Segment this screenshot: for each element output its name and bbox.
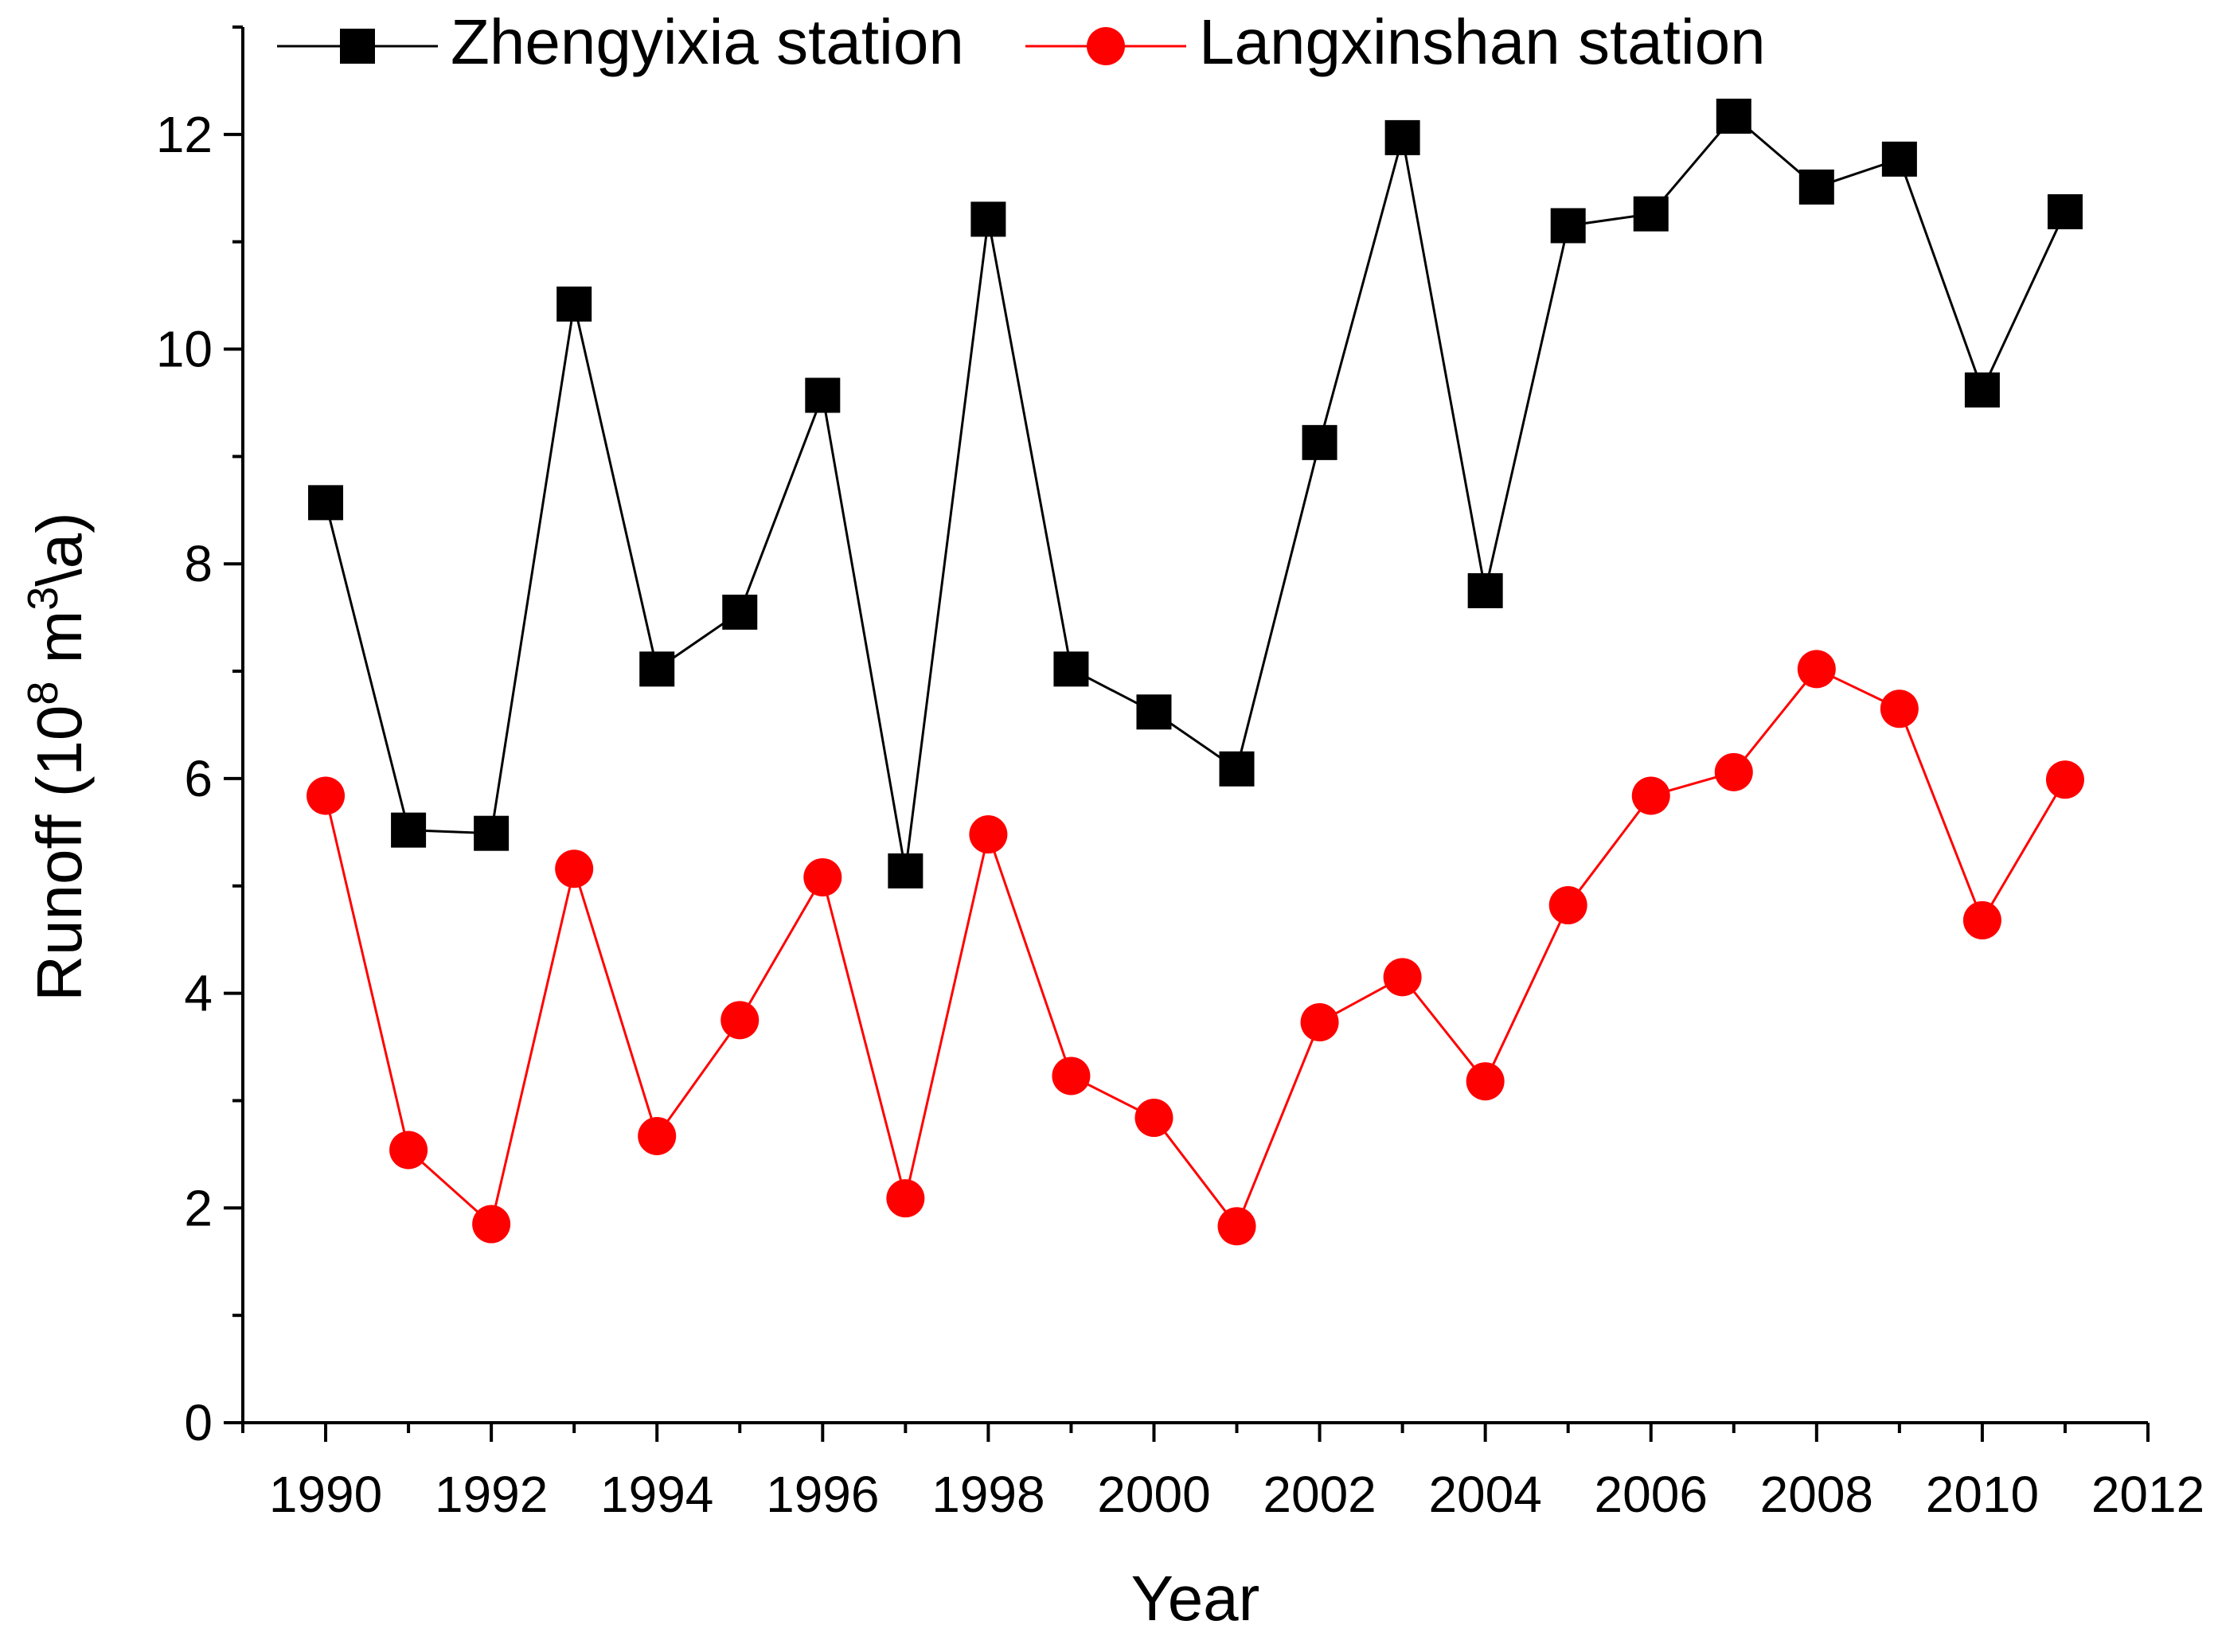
series-markers — [307, 98, 2084, 1246]
legend: Zhengyixia station Langxinshan station — [277, 6, 1766, 77]
data-point-series-1 — [308, 485, 344, 521]
data-point-series-1 — [556, 286, 592, 322]
x-tick-label: 2012 — [2091, 1466, 2204, 1523]
data-point-series-2 — [1466, 1062, 1505, 1101]
y-tick-label: 10 — [156, 321, 213, 378]
data-point-series-2 — [472, 1205, 511, 1244]
data-point-series-2 — [389, 1131, 428, 1170]
data-point-series-1 — [1136, 694, 1172, 730]
x-tick-label: 2000 — [1097, 1466, 1210, 1523]
y-axis-title-exponent-1: 8 — [19, 681, 67, 705]
data-point-series-2 — [1134, 1099, 1173, 1138]
y-axis-title-prefix: Runoff (10 — [24, 705, 95, 1002]
data-point-series-1 — [1467, 572, 1503, 608]
data-point-series-1 — [1302, 424, 1337, 460]
data-point-series-1 — [2047, 193, 2083, 229]
x-tick-label: 1996 — [766, 1466, 879, 1523]
data-point-series-2 — [1383, 958, 1422, 997]
data-point-series-2 — [2045, 760, 2084, 799]
y-tick-label: 0 — [184, 1394, 213, 1451]
data-point-series-2 — [1880, 689, 1919, 728]
data-point-series-1 — [1550, 208, 1586, 244]
data-point-series-1 — [1633, 196, 1669, 232]
x-tick-label: 1994 — [600, 1466, 713, 1523]
data-point-series-1 — [639, 651, 675, 687]
data-point-series-2 — [1548, 886, 1587, 925]
data-point-series-2 — [1962, 900, 2001, 939]
y-axis-title-exponent-2: 3 — [19, 587, 67, 611]
data-point-series-2 — [720, 1001, 760, 1040]
data-point-series-1 — [1881, 141, 1917, 177]
data-point-series-1 — [805, 377, 841, 413]
data-point-series-1 — [474, 815, 510, 851]
y-tick-label: 6 — [184, 750, 213, 807]
series-line-1 — [324, 114, 2067, 872]
data-point-series-2 — [1631, 776, 1670, 815]
data-point-series-1 — [1716, 98, 1751, 134]
data-point-series-2 — [1217, 1207, 1256, 1246]
data-point-series-2 — [1797, 650, 1836, 689]
x-tick-label: 2008 — [1760, 1466, 1873, 1523]
x-tick-label: 2010 — [1926, 1466, 2039, 1523]
y-axis-title: Runoff (108 m3\a) — [19, 512, 95, 1001]
x-tick-label: 2004 — [1428, 1466, 1541, 1523]
x-tick-label: 1998 — [931, 1466, 1045, 1523]
data-point-series-2 — [969, 815, 1008, 854]
series-lines — [324, 114, 2067, 1229]
x-tick-label: 1990 — [269, 1466, 382, 1523]
series-line-2 — [324, 667, 2067, 1229]
data-point-series-2 — [1714, 752, 1753, 791]
y-tick-label: 4 — [184, 965, 213, 1022]
data-point-series-2 — [1300, 1003, 1339, 1042]
legend-label-2: Langxinshan station — [1199, 6, 1766, 77]
legend-marker-2 — [1087, 27, 1125, 65]
axes — [241, 27, 2148, 1424]
data-point-series-1 — [1964, 372, 2000, 408]
data-point-series-1 — [391, 812, 427, 848]
x-axis-title: Year — [1131, 1563, 1260, 1634]
data-point-series-2 — [1052, 1056, 1091, 1095]
x-tick-label: 1992 — [435, 1466, 548, 1523]
y-tick-label: 2 — [184, 1179, 213, 1236]
legend-marker-1 — [340, 29, 375, 64]
data-point-series-1 — [1384, 119, 1420, 155]
legend-label-1: Zhengyixia station — [451, 6, 964, 77]
data-point-series-2 — [307, 776, 346, 815]
y-tick-label: 8 — [184, 535, 213, 592]
data-point-series-1 — [1219, 751, 1255, 787]
data-point-series-2 — [886, 1179, 925, 1218]
data-point-series-1 — [1798, 169, 1834, 205]
data-point-series-1 — [970, 201, 1006, 237]
data-point-series-2 — [803, 857, 842, 896]
data-point-series-1 — [888, 853, 924, 888]
x-tick-label: 2006 — [1595, 1466, 1708, 1523]
data-point-series-1 — [1053, 651, 1089, 687]
data-point-series-1 — [722, 594, 758, 630]
y-tick-label: 12 — [156, 106, 213, 163]
y-axis-title-suffix: \a) — [24, 512, 95, 586]
y-axis-title-unit: m — [24, 611, 95, 681]
ticks: 0 2 4 6 8 10 12 1990 1992 1994 1996 1998 2000 2002 200… — [156, 25, 2204, 1523]
data-point-series-2 — [555, 849, 594, 888]
x-tick-label: 2002 — [1263, 1466, 1376, 1523]
data-point-series-2 — [638, 1116, 677, 1155]
